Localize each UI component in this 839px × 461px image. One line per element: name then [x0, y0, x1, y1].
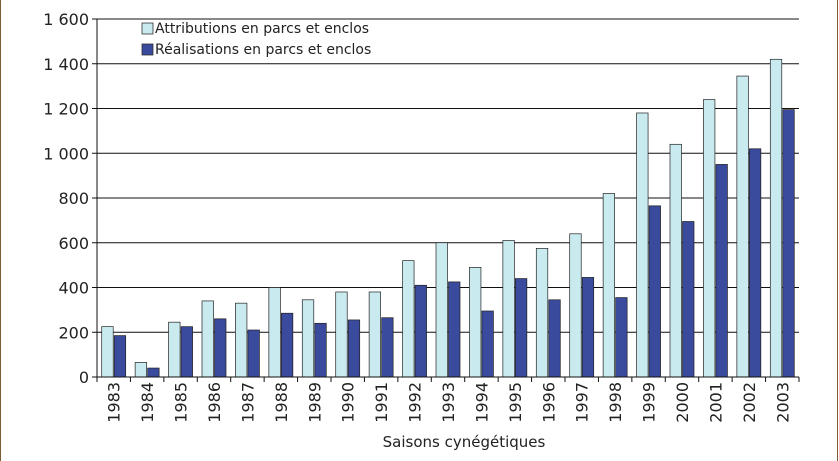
- bar-realisations-1988: [281, 312, 294, 378]
- x-tick-label-1990: 1990: [339, 382, 358, 423]
- bar-realisations-1990: [347, 319, 361, 378]
- x-tick-label-1988: 1988: [272, 382, 291, 423]
- bar-realisations-1991: [381, 317, 394, 378]
- y-tick-label-0: 0: [79, 368, 89, 387]
- bar-attributions-1986: [201, 300, 214, 378]
- y-tick-label-3: 600: [58, 234, 89, 253]
- x-tick-labels: 1983 1984 1985 1986 1987 1988 1989 1990 1991 1992…: [105, 382, 793, 423]
- x-tick-label-2000: 2000: [673, 382, 692, 423]
- bar-realisations-1998: [615, 297, 628, 378]
- bar-attributions-1999: [636, 112, 649, 378]
- bar-realisations-1996: [548, 299, 561, 378]
- legend-label-realisations: Réalisations en parcs et enclos: [155, 42, 371, 58]
- y-tick-label-2: 400: [58, 279, 89, 298]
- legend-swatch-attributions: [141, 22, 154, 35]
- x-tick-label-2003: 2003: [773, 382, 792, 423]
- y-tick-label-5: 1 000: [43, 144, 89, 163]
- x-tick-label-1995: 1995: [506, 382, 525, 423]
- x-tick-label-2001: 2001: [706, 382, 725, 423]
- bar-realisations-1992: [414, 284, 427, 378]
- y-tick-label-6: 1 200: [43, 100, 89, 119]
- bar-realisations-1989: [314, 322, 327, 378]
- bar-attributions-1991: [368, 291, 381, 378]
- bar-realisations-2002: [749, 148, 762, 378]
- bar-realisations-2000: [682, 221, 695, 378]
- y-tick-labels: 0 200 400 600 800 1 000 1 200 1 400 1 600: [43, 10, 89, 387]
- x-tick-label-1991: 1991: [372, 382, 391, 423]
- bar-realisations-1993: [448, 281, 461, 378]
- x-tick-label-1984: 1984: [138, 382, 157, 423]
- bar-realisations-1984: [147, 367, 160, 378]
- bar-attributions-1984: [134, 362, 147, 378]
- bar-realisations-2003: [782, 109, 795, 378]
- x-tick-label-1986: 1986: [205, 382, 224, 423]
- bar-attributions-1996: [535, 247, 549, 378]
- legend-swatch-realisations: [141, 43, 154, 56]
- bar-attributions-1992: [402, 260, 415, 378]
- bar-attributions-1990: [335, 291, 348, 378]
- bar-realisations-1999: [648, 205, 661, 378]
- y-tick-label-7: 1 400: [43, 55, 89, 74]
- x-tick-label-1996: 1996: [539, 382, 558, 423]
- bar-attributions-1995: [502, 240, 515, 378]
- bar-attributions-1983: [101, 326, 114, 378]
- y-tick-label-4: 800: [58, 189, 89, 208]
- grid-lines: [97, 18, 799, 333]
- bar-realisations-1995: [515, 278, 528, 378]
- x-tick-label-1985: 1985: [172, 382, 191, 423]
- bar-realisations-1983: [113, 335, 127, 378]
- y-tick-label-1: 200: [58, 323, 89, 342]
- bar-attributions-1989: [301, 299, 315, 378]
- x-tick-label-1987: 1987: [238, 382, 257, 423]
- bar-attributions-1988: [268, 287, 281, 378]
- x-tick-label-1997: 1997: [573, 382, 592, 423]
- x-tick-label-1983: 1983: [105, 382, 124, 423]
- bar-attributions-2000: [669, 143, 682, 378]
- bar-attributions-2003: [769, 58, 783, 378]
- axes: [92, 18, 800, 382]
- x-tick-label-1992: 1992: [406, 382, 425, 423]
- bars: [101, 58, 795, 378]
- bar-attributions-2001: [703, 99, 716, 378]
- x-tick-label-1993: 1993: [439, 382, 458, 423]
- x-tick-label-1998: 1998: [606, 382, 625, 423]
- bar-attributions-1997: [569, 233, 582, 378]
- x-tick-label-2002: 2002: [740, 382, 759, 423]
- x-axis-title: Saisons cynégétiques: [383, 433, 546, 451]
- bar-attributions-2002: [736, 75, 749, 378]
- y-tick-label-8: 1 600: [43, 10, 89, 29]
- bar-attributions-1987: [235, 302, 248, 378]
- bar-attributions-1994: [469, 267, 482, 378]
- bar-realisations-1985: [180, 326, 193, 378]
- x-tick-label-1999: 1999: [640, 382, 659, 423]
- bar-realisations-2001: [715, 164, 728, 378]
- bar-attributions-1993: [435, 242, 448, 378]
- bar-realisations-1987: [247, 329, 260, 378]
- legend-label-attributions: Attributions en parcs et enclos: [155, 21, 369, 37]
- x-tick-label-1989: 1989: [305, 382, 324, 423]
- bar-attributions-1985: [168, 321, 181, 378]
- bar-attributions-1998: [602, 193, 615, 378]
- bar-realisations-1986: [214, 318, 227, 378]
- legend: Attributions en parcs et enclos Réalisat…: [141, 21, 371, 58]
- bar-realisations-1994: [481, 310, 494, 378]
- x-tick-label-1994: 1994: [472, 382, 491, 423]
- bar-realisations-1997: [581, 277, 595, 378]
